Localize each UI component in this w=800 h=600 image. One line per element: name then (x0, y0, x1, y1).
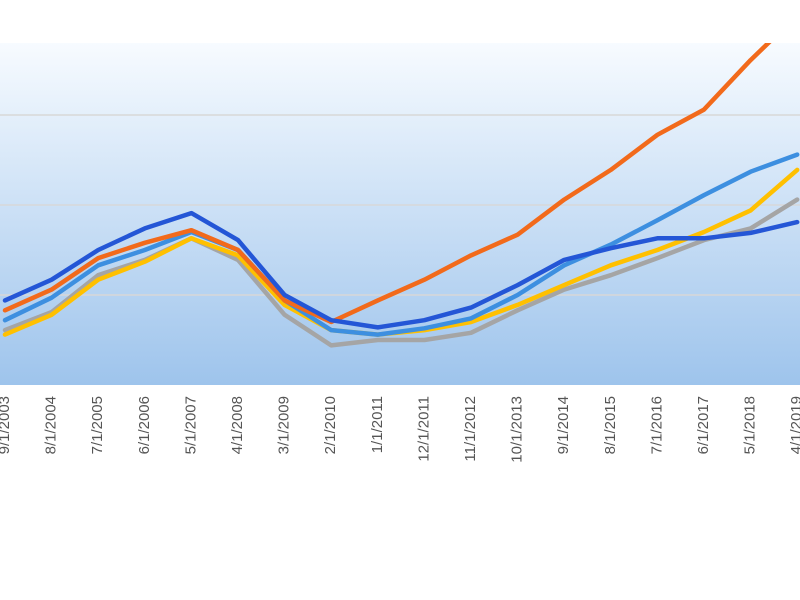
x-tick-label: 5/1/2007 (182, 396, 199, 454)
x-tick-label: 4/1/2019 (788, 396, 800, 454)
series-line (2, 43, 772, 325)
x-tick-label: 8/1/2004 (43, 396, 60, 454)
x-tick-label: 8/1/2015 (602, 396, 619, 454)
x-tick-label: 11/1/2012 (462, 396, 479, 462)
x-tick-label: 10/1/2013 (509, 396, 526, 463)
x-tick-label: 4/1/2008 (229, 396, 246, 454)
x-tick-label: 5/1/2018 (742, 396, 759, 454)
x-tick-label: 6/1/2006 (136, 396, 153, 454)
x-tick-label: 6/1/2017 (695, 396, 712, 454)
series-line (2, 152, 800, 337)
x-tick-label: 7/1/2005 (89, 396, 106, 454)
x-tick-label: 3/1/2009 (276, 396, 293, 454)
series-line (2, 210, 800, 330)
x-tick-label: 9/1/2014 (555, 396, 572, 454)
x-tick-label: 1/1/2011 (369, 396, 386, 453)
x-tick-label: 2/1/2010 (322, 396, 339, 454)
x-tick-label: 12/1/2011 (415, 396, 432, 462)
x-tick-label: 7/1/2016 (648, 396, 665, 454)
x-tick-label: 9/1/2003 (0, 396, 13, 454)
